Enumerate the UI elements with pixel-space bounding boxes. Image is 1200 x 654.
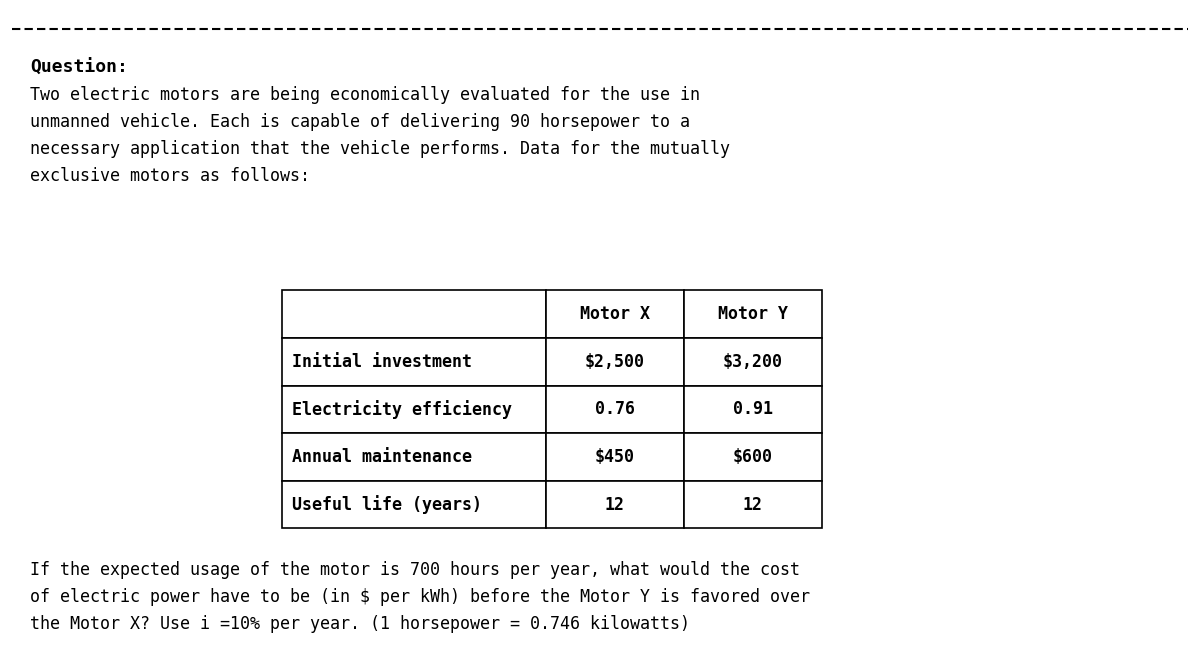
Bar <box>282 385 546 433</box>
Bar <box>546 338 684 385</box>
Bar <box>546 385 684 433</box>
Text: Useful life (years): Useful life (years) <box>292 495 481 514</box>
Bar <box>282 338 546 385</box>
Bar <box>282 433 546 481</box>
Text: 0.76: 0.76 <box>595 400 635 419</box>
Bar <box>684 481 822 528</box>
Text: Annual maintenance: Annual maintenance <box>292 448 472 466</box>
Text: 0.91: 0.91 <box>733 400 773 419</box>
Text: 12: 12 <box>743 496 763 513</box>
Text: Two electric motors are being economically evaluated for the use in
unmanned veh: Two electric motors are being economical… <box>30 86 730 185</box>
Bar <box>684 385 822 433</box>
Text: Initial investment: Initial investment <box>292 353 472 371</box>
Bar <box>546 433 684 481</box>
Text: Question:: Question: <box>30 59 128 77</box>
Bar <box>684 338 822 385</box>
Text: $600: $600 <box>733 448 773 466</box>
Bar <box>546 290 684 338</box>
Bar <box>684 290 822 338</box>
Bar <box>282 481 546 528</box>
Text: If the expected usage of the motor is 700 hours per year, what would the cost
of: If the expected usage of the motor is 70… <box>30 561 810 633</box>
Text: 12: 12 <box>605 496 625 513</box>
Text: $2,500: $2,500 <box>586 353 646 371</box>
Text: Motor X: Motor X <box>580 305 650 323</box>
Text: Motor Y: Motor Y <box>718 305 788 323</box>
Text: $3,200: $3,200 <box>722 353 782 371</box>
Bar <box>282 290 546 338</box>
Text: Electricity efficiency: Electricity efficiency <box>292 400 511 419</box>
Bar <box>546 481 684 528</box>
Text: $450: $450 <box>595 448 635 466</box>
Bar <box>684 433 822 481</box>
